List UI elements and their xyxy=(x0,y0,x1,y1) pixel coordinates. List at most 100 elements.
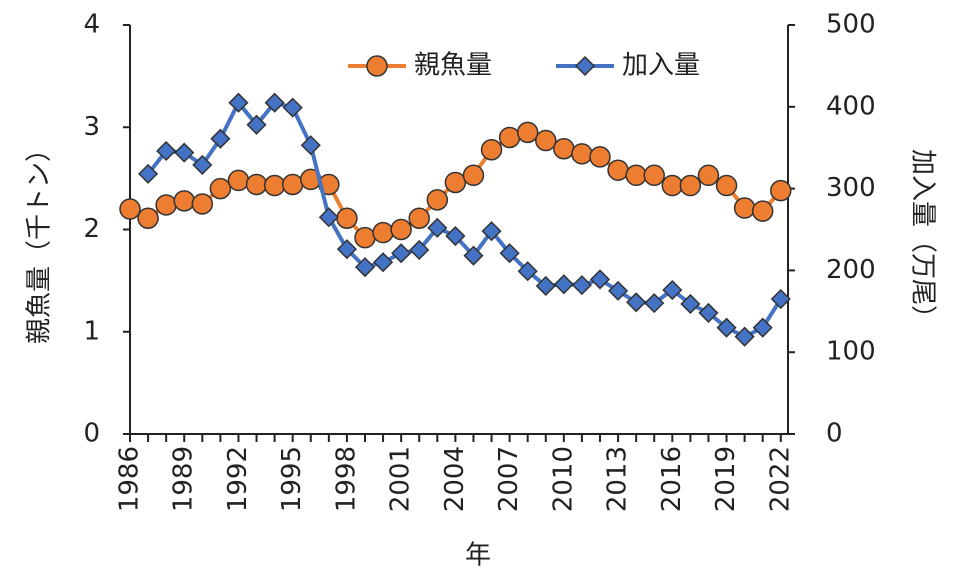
y2-tick-label: 300 xyxy=(826,173,876,203)
point xyxy=(643,164,665,187)
y2-tick-label: 200 xyxy=(826,255,876,285)
point xyxy=(409,239,430,261)
point xyxy=(571,143,593,165)
point xyxy=(698,302,719,323)
point xyxy=(516,121,539,144)
legend-label: 親魚量 xyxy=(414,51,492,81)
point xyxy=(354,257,376,278)
x-tick-label: 2013 xyxy=(603,446,633,512)
point xyxy=(480,138,503,161)
point xyxy=(408,207,430,230)
point xyxy=(607,159,629,181)
point xyxy=(426,189,449,211)
x-tick-label: 1992 xyxy=(223,446,253,512)
y-axis-title: 親魚量（千トン） xyxy=(25,136,55,344)
point xyxy=(174,142,195,163)
point xyxy=(571,275,592,296)
point xyxy=(281,173,304,196)
point xyxy=(626,292,647,313)
point xyxy=(662,279,683,301)
point xyxy=(716,317,737,338)
y2-tick-label: 0 xyxy=(826,419,843,449)
point xyxy=(209,177,232,200)
y2-tick-label: 100 xyxy=(826,337,876,367)
point xyxy=(391,243,412,264)
y2-tick-label: 400 xyxy=(826,91,876,121)
point xyxy=(589,146,611,168)
y-tick-label: 1 xyxy=(83,316,100,346)
point xyxy=(191,193,214,215)
point xyxy=(553,274,574,295)
point xyxy=(373,252,394,273)
x-tick-label: 2019 xyxy=(711,446,741,512)
point xyxy=(192,154,213,175)
legend-marker xyxy=(574,55,596,77)
x-tick-label: 2010 xyxy=(548,446,578,512)
point xyxy=(589,269,611,290)
legend-marker xyxy=(366,55,388,77)
legend-label: 加入量 xyxy=(622,51,700,81)
point xyxy=(246,114,267,135)
x-axis-title: 年 xyxy=(465,541,491,571)
x-tick-label: 2022 xyxy=(765,446,795,512)
y-tick-label: 3 xyxy=(83,112,100,142)
point xyxy=(608,280,629,301)
point xyxy=(770,179,792,202)
y2-tick-label: 500 xyxy=(826,10,876,40)
point xyxy=(354,226,376,249)
x-tick-label: 1989 xyxy=(169,446,199,512)
point xyxy=(336,207,358,230)
point xyxy=(390,218,412,241)
point xyxy=(210,128,231,149)
point xyxy=(263,174,286,197)
point xyxy=(372,221,394,244)
x-tick-label: 2001 xyxy=(386,446,416,512)
point xyxy=(697,164,720,187)
point xyxy=(733,197,756,219)
point xyxy=(751,200,774,222)
x-tick-label: 1998 xyxy=(331,446,361,512)
point xyxy=(137,207,159,230)
x-tick-label: 2016 xyxy=(657,446,687,512)
point xyxy=(661,174,684,197)
point xyxy=(625,164,647,187)
point xyxy=(680,293,701,314)
x-tick-label: 2007 xyxy=(494,446,524,512)
point xyxy=(752,317,773,338)
point xyxy=(770,288,791,310)
point xyxy=(715,174,738,197)
point xyxy=(679,174,702,197)
point xyxy=(427,217,448,238)
y-tick-label: 0 xyxy=(83,419,100,449)
point xyxy=(444,171,467,194)
point xyxy=(300,135,321,156)
y-tick-label: 4 xyxy=(83,10,100,40)
point xyxy=(318,207,339,228)
point xyxy=(734,326,755,347)
point xyxy=(481,221,502,242)
point xyxy=(445,225,466,247)
y2-axis-title: 加入量（万尾） xyxy=(908,149,938,331)
point xyxy=(227,169,250,192)
point xyxy=(228,92,249,113)
x-tick-label: 2004 xyxy=(440,446,470,512)
x-tick-label: 1986 xyxy=(115,446,145,512)
point xyxy=(553,137,575,160)
x-tick-label: 1995 xyxy=(277,446,307,512)
point xyxy=(245,173,268,196)
point xyxy=(138,163,159,184)
point xyxy=(336,239,357,260)
point xyxy=(282,97,303,118)
point xyxy=(119,198,141,220)
point xyxy=(463,245,484,266)
point xyxy=(462,164,485,187)
point xyxy=(535,275,556,297)
point xyxy=(498,126,521,149)
point xyxy=(644,293,665,314)
point xyxy=(173,190,195,212)
point xyxy=(156,140,177,162)
point xyxy=(155,194,177,216)
point xyxy=(264,92,285,113)
point xyxy=(517,261,538,282)
